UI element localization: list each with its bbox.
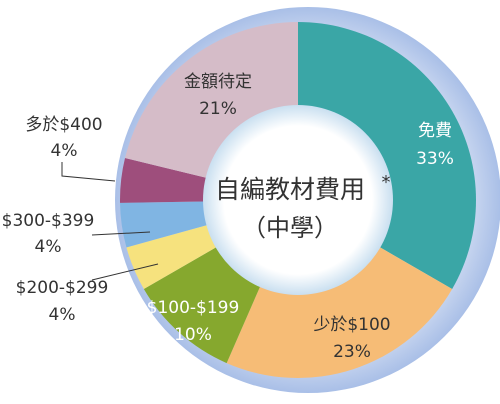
slice-value-label: 33%	[416, 149, 454, 169]
slice-category-label: $300-$399	[2, 211, 95, 231]
slice-category-label: 金額待定	[184, 72, 252, 92]
slice-value-label: 4%	[35, 237, 62, 257]
chart-title: 自編教材費用	[215, 175, 365, 204]
donut-hole	[203, 105, 393, 295]
slice-value-label: 21%	[199, 99, 237, 119]
slice-value-label: 23%	[333, 342, 371, 362]
leader-line	[91, 231, 151, 236]
slice-category-label: 少於$100	[313, 315, 390, 335]
slice-value-label: 4%	[51, 141, 78, 161]
slice-category-label: $100-$199	[147, 298, 240, 318]
slice-value-label: 4%	[49, 305, 76, 325]
slice-value-label: 10%	[174, 325, 212, 345]
slice-category-label: 多於$400	[25, 115, 102, 135]
slice-category-label: $200-$299	[16, 278, 109, 298]
chart-title-mark: *	[382, 172, 391, 193]
chart-subtitle: （中學）	[242, 214, 338, 242]
leader-line	[61, 162, 116, 182]
leader-line	[91, 263, 159, 281]
slice-category-label: 免費	[418, 121, 452, 141]
